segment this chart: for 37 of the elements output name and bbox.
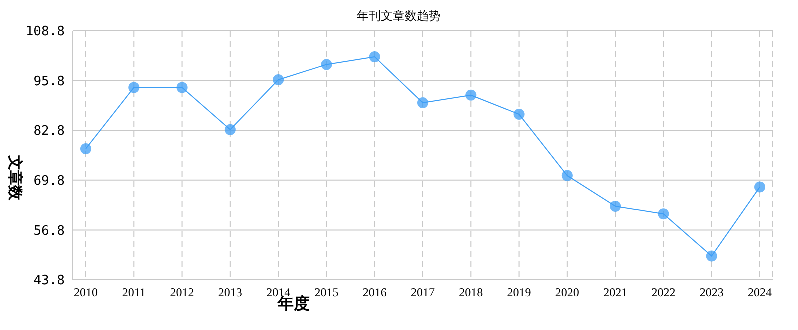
x-tick-label: 2019 (507, 286, 532, 300)
x-tick-label: 2020 (555, 286, 580, 300)
x-tick-label: 2011 (122, 286, 146, 300)
x-tick-label: 2013 (218, 286, 242, 300)
point (80, 143, 92, 154)
y-tick-label: 69.8 (34, 174, 65, 190)
point (128, 82, 140, 94)
point (418, 98, 428, 109)
chart-title: 年刊文章数趋势 (356, 8, 442, 25)
point (321, 59, 332, 70)
point (754, 182, 766, 193)
point (176, 82, 188, 94)
x-tick-label: 2012 (170, 286, 194, 300)
x-tick-label: 2023 (700, 286, 724, 300)
x-tick-label: 2024 (748, 286, 772, 300)
point (514, 109, 525, 120)
y-tick-label: 43.8 (34, 274, 65, 289)
point (562, 170, 573, 182)
x-tick-label: 2010 (74, 286, 98, 300)
point (610, 200, 622, 212)
x-tick-label: 2015 (314, 286, 339, 300)
y-tick-label: 82.8 (34, 124, 65, 140)
point (658, 208, 670, 220)
x-tick-label: 2016 (362, 286, 387, 300)
y-tick-label: 95.8 (34, 74, 65, 90)
x-tick-label: 2022 (652, 286, 676, 300)
point (466, 90, 477, 101)
y-tick-label: 56.8 (34, 224, 65, 239)
x-tick-label: 2021 (604, 286, 628, 300)
point (706, 250, 718, 262)
y-axis-title: 文章数 (6, 154, 25, 202)
x-tick-label: 2017 (411, 286, 435, 300)
point (369, 52, 380, 63)
y-tick-label: 108.8 (26, 24, 65, 40)
x-tick-label: 2018 (459, 286, 484, 300)
point (224, 124, 236, 136)
point (273, 74, 284, 86)
